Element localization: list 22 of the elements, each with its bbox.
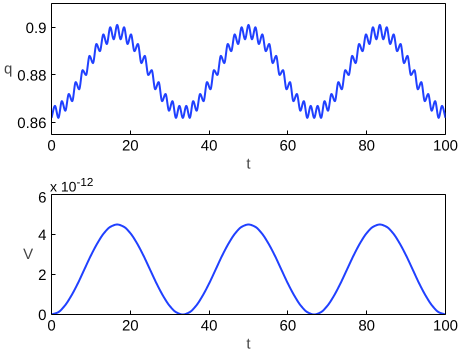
y-axis-title: V (23, 246, 34, 263)
x-tick-label: 40 (200, 318, 218, 334)
y-tick-label: 0 (38, 307, 46, 324)
x-axis-title: t (246, 336, 252, 352)
x-tick-label: 60 (280, 318, 296, 334)
x-axis-title: t (246, 156, 252, 172)
x-tick-label: 80 (358, 318, 376, 334)
y-tick-label: 4 (38, 227, 46, 244)
y-tick-label: 2 (38, 267, 46, 284)
y-tick-label: 0.9 (26, 20, 47, 37)
y-tick-label: 0.88 (17, 67, 47, 84)
y-tick-label: 6 (38, 190, 46, 206)
x-tick-label: 20 (122, 318, 139, 334)
x-tick-label: 80 (358, 138, 376, 154)
x-tick-label: 60 (280, 138, 296, 154)
x-tick-label: 100 (432, 138, 458, 154)
x-tick-label: 100 (432, 318, 458, 334)
annotation: x 10$^{-12}$ (50, 175, 94, 195)
x-tick-label: 40 (200, 138, 218, 154)
y-axis-title: q (4, 60, 12, 78)
x-tick-label: 20 (122, 138, 139, 154)
y-tick-label: 0.86 (17, 115, 47, 132)
